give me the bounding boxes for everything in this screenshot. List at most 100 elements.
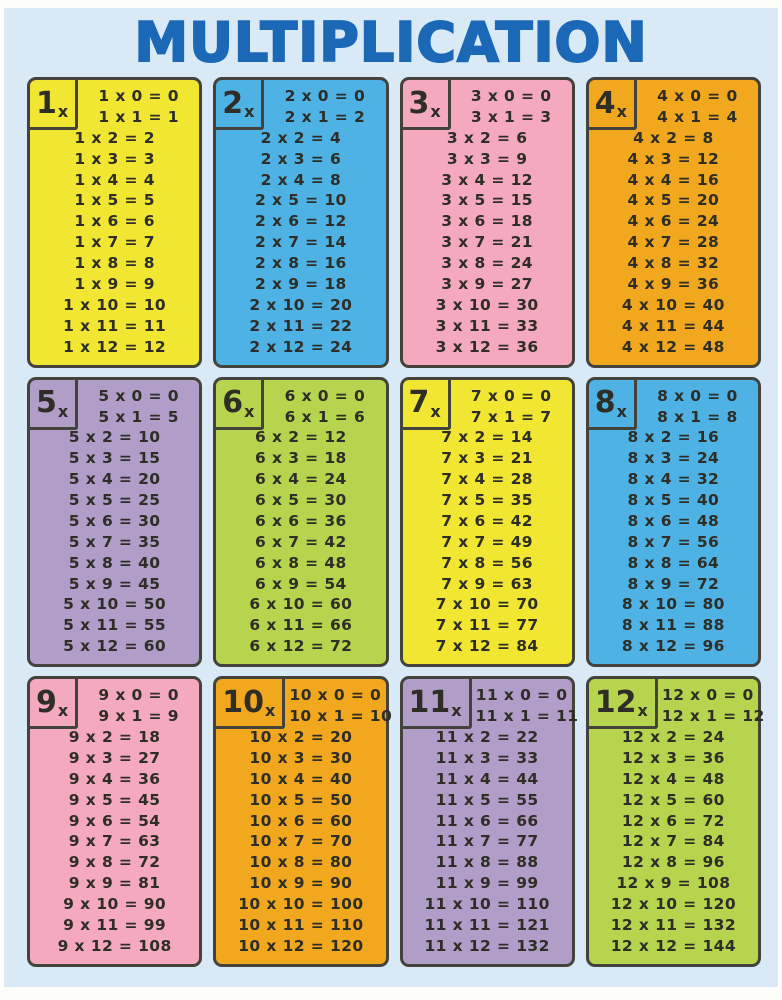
tab-number-label: 7 bbox=[408, 385, 430, 421]
equation-line: 7 x 8 = 56 bbox=[441, 553, 533, 572]
equation-line: 3 x 4 = 12 bbox=[441, 170, 533, 189]
equation-line: 6 x 4 = 24 bbox=[255, 470, 347, 489]
equation-line: 12 x 8 = 96 bbox=[621, 853, 725, 872]
equation-line: 3 x 0 = 0 bbox=[470, 87, 552, 105]
equation-line: 6 x 9 = 54 bbox=[255, 574, 347, 593]
equation-line: 5 x 1 = 5 bbox=[98, 407, 179, 426]
equation-line: 8 x 3 = 24 bbox=[627, 449, 720, 468]
equations-list: 3 x 0 = 0 3 x 1 = 3 3 x 2 = 6 3 x 3 = 9 3 x … bbox=[405, 80, 570, 365]
tab-number-label: 1 bbox=[36, 85, 57, 121]
equation-line: 10 x 10 = 100 bbox=[238, 895, 364, 914]
equation-line: 11 x 0 = 0 bbox=[475, 686, 568, 705]
equation-line: 8 x 1 = 8 bbox=[657, 407, 738, 426]
equation-line: 2 x 11 = 22 bbox=[249, 316, 353, 335]
equation-line: 11 x 1 = 11 bbox=[475, 707, 579, 726]
equation-line: 1 x 7 = 7 bbox=[74, 233, 155, 252]
equation-line: 9 x 2 = 18 bbox=[68, 728, 161, 747]
equation-line: 6 x 3 = 18 bbox=[255, 449, 347, 468]
equation-line: 2 x 1 = 2 bbox=[284, 107, 366, 126]
equation-line: 1 x 11 = 11 bbox=[63, 316, 167, 335]
equation-line: 12 x 6 = 72 bbox=[621, 811, 725, 830]
equation-line: 12 x 9 = 108 bbox=[616, 874, 731, 893]
equation-line: 2 x 5 = 10 bbox=[255, 191, 347, 210]
equations-list: 11 x 0 = 0 11 x 1 = 11 11 x 2 = 22 11 x 3 =… bbox=[405, 679, 579, 964]
equation-line: 4 x 4 = 16 bbox=[627, 170, 720, 189]
equation-line: 12 x 7 = 84 bbox=[621, 832, 725, 851]
equation-line: 7 x 1 = 7 bbox=[470, 407, 552, 426]
equation-line: 12 x 3 = 36 bbox=[621, 748, 725, 767]
equation-line: 1 x 9 = 9 bbox=[74, 274, 155, 293]
equation-line: 1 x 3 = 3 bbox=[74, 149, 155, 168]
equation-line: 8 x 9 = 72 bbox=[627, 574, 720, 593]
equation-line: 3 x 7 = 21 bbox=[441, 233, 533, 252]
tab-number-label: 6 bbox=[222, 385, 244, 421]
tab-number-label: 10 bbox=[222, 684, 264, 720]
equation-line: 1 x 12 = 12 bbox=[63, 337, 167, 356]
equation-line: 10 x 6 = 60 bbox=[249, 811, 353, 830]
equation-line: 6 x 0 = 0 bbox=[284, 386, 366, 405]
equation-line: 3 x 6 = 18 bbox=[441, 212, 533, 231]
equation-line: 3 x 10 = 30 bbox=[435, 295, 539, 314]
equation-line: 9 x 6 = 54 bbox=[68, 811, 161, 830]
equation-line: 11 x 4 = 44 bbox=[435, 769, 539, 788]
equation-line: 9 x 8 = 72 bbox=[68, 853, 161, 872]
equations-list: 5 x 0 = 0 5 x 1 = 5 5 x 2 = 10 5 x 3 = 15 5 … bbox=[32, 380, 197, 665]
equation-line: 5 x 11 = 55 bbox=[63, 616, 167, 635]
equation-line: 8 x 2 = 16 bbox=[627, 428, 720, 447]
tab-x-label: x bbox=[244, 401, 255, 421]
tab-x-label: x bbox=[451, 701, 462, 721]
equation-line: 1 x 6 = 6 bbox=[74, 212, 155, 231]
equation-line: 8 x 12 = 96 bbox=[621, 637, 725, 656]
equation-line: 9 x 12 = 108 bbox=[57, 936, 172, 955]
multiplication-card: 10 x 10 x 0 = 0 10 x 1 = 10 10 x 2 = 20 10 x… bbox=[213, 676, 392, 967]
equation-line: 7 x 10 = 70 bbox=[435, 595, 539, 614]
equation-line: 3 x 2 = 6 bbox=[446, 128, 528, 147]
equation-line: 11 x 5 = 55 bbox=[435, 790, 539, 809]
equation-line: 1 x 0 = 0 bbox=[98, 87, 179, 105]
tab-number-label: 9 bbox=[36, 684, 57, 720]
equations-list: 10 x 0 = 0 10 x 1 = 10 10 x 2 = 20 10 x 3 =… bbox=[218, 679, 392, 964]
equation-line: 9 x 3 = 27 bbox=[68, 748, 161, 767]
equation-line: 7 x 6 = 42 bbox=[441, 511, 533, 530]
tab-number-label: 3 bbox=[408, 85, 430, 121]
equation-line: 10 x 5 = 50 bbox=[249, 790, 353, 809]
equation-line: 7 x 7 = 49 bbox=[441, 532, 533, 551]
equation-line: 3 x 3 = 9 bbox=[446, 149, 528, 168]
equation-line: 6 x 11 = 66 bbox=[249, 616, 353, 635]
equation-line: 2 x 10 = 20 bbox=[249, 295, 353, 314]
tab-number-label: 12 bbox=[594, 684, 637, 720]
equation-line: 3 x 11 = 33 bbox=[435, 316, 539, 335]
equation-line: 10 x 7 = 70 bbox=[249, 832, 353, 851]
equation-line: 9 x 9 = 81 bbox=[68, 874, 161, 893]
equations-list: 12 x 0 = 0 12 x 1 = 12 12 x 2 = 24 12 x 3 =… bbox=[591, 679, 765, 964]
equation-line: 9 x 1 = 9 bbox=[98, 707, 179, 726]
equation-line: 6 x 7 = 42 bbox=[255, 532, 347, 551]
equation-line: 10 x 2 = 20 bbox=[249, 728, 353, 747]
equation-line: 6 x 10 = 60 bbox=[249, 595, 353, 614]
tab-x-label: x bbox=[57, 102, 69, 121]
equation-line: 6 x 2 = 12 bbox=[255, 428, 347, 447]
equations-list: 1 x 0 = 0 1 x 1 = 1 1 x 2 = 2 1 x 3 = 3 1 x … bbox=[32, 80, 197, 365]
equation-line: 3 x 9 = 27 bbox=[441, 274, 533, 293]
equation-line: 12 x 2 = 24 bbox=[621, 728, 725, 747]
tab-x-label: x bbox=[637, 701, 648, 721]
equations-list: 8 x 0 = 0 8 x 1 = 8 8 x 2 = 16 8 x 3 = 24 8 … bbox=[591, 380, 756, 665]
equations-list: 7 x 0 = 0 7 x 1 = 7 7 x 2 = 14 7 x 3 = 21 7 … bbox=[405, 380, 570, 665]
equation-line: 6 x 12 = 72 bbox=[249, 637, 353, 656]
equation-line: 12 x 11 = 132 bbox=[610, 915, 736, 934]
equation-line: 11 x 10 = 110 bbox=[424, 895, 550, 914]
equations-list: 9 x 0 = 0 9 x 1 = 9 9 x 2 = 18 9 x 3 = 27 9 … bbox=[32, 679, 197, 964]
